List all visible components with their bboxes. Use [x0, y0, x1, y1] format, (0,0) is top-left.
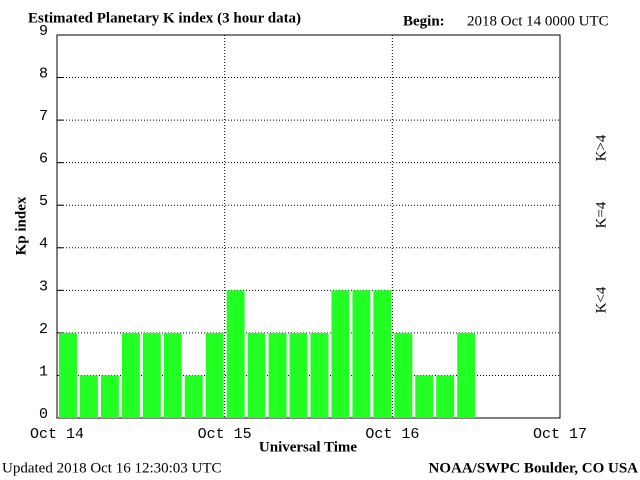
y-tick-label: 7 [39, 108, 48, 125]
updated: Updated 2018 Oct 16 12:30:03 UTC [2, 460, 222, 476]
bar [268, 332, 287, 418]
bar [184, 375, 203, 418]
x-tick-label: Oct 14 [30, 426, 84, 443]
bar [394, 332, 413, 418]
x-tick-label: Oct 17 [533, 426, 587, 443]
bar [142, 332, 161, 418]
x-axis-label: Universal Time [259, 439, 358, 455]
bar [163, 332, 182, 418]
begin-label: Begin: [403, 13, 445, 29]
bar [310, 332, 329, 418]
plot-frame [56, 34, 561, 419]
y-tick-label: 5 [39, 193, 48, 210]
legend-entry: K=4 [593, 201, 609, 228]
bar [100, 375, 119, 418]
y-tick-label: 8 [39, 66, 48, 83]
bar [331, 290, 350, 418]
bar [457, 332, 476, 418]
legend-entry: K<4 [593, 286, 609, 313]
y-axis-label: Kp index [13, 196, 29, 255]
bar [205, 332, 224, 418]
y-tick-label: 4 [39, 236, 48, 253]
y-tick-label: 1 [39, 363, 48, 380]
x-tick-label: Oct 15 [198, 426, 252, 443]
legend-entry: K>4 [593, 134, 609, 161]
bar [289, 332, 308, 418]
y-tick-label: 2 [39, 321, 48, 338]
y-tick-label: 6 [39, 151, 48, 168]
bar [226, 290, 245, 418]
chart-title: Estimated Planetary K index (3 hour data… [28, 10, 301, 26]
bar [415, 375, 434, 418]
source: NOAA/SWPC Boulder, CO USA [429, 460, 639, 476]
bar [436, 375, 455, 418]
begin-date: 2018 Oct 14 0000 UTC [467, 13, 609, 29]
y-tick-label: 9 [39, 23, 48, 40]
bar [247, 332, 266, 418]
bar [373, 290, 392, 418]
bar [79, 375, 98, 418]
bar [59, 332, 77, 418]
y-tick-label: 3 [39, 278, 48, 295]
x-tick-label: Oct 16 [365, 426, 419, 443]
y-tick-label: 0 [39, 406, 48, 423]
bar [352, 290, 371, 418]
bar [121, 332, 140, 418]
